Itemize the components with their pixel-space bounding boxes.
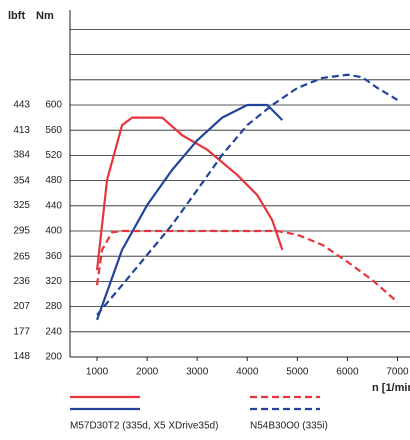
legend-label: M57D30T2 (335d, X5 XDrive35d) (70, 421, 218, 432)
x-tick-label: 3000 (186, 367, 209, 378)
y-tick-label: 560 (45, 125, 62, 136)
x-tick-label: 7000 (386, 367, 409, 378)
y-tick-label: 520 (45, 150, 62, 161)
curve (95, 229, 399, 304)
y2-tick-label: 177 (13, 326, 30, 337)
y2-tick-label: 384 (13, 150, 30, 161)
y2-tick-label: 354 (13, 175, 30, 186)
y2-tick-label: 236 (13, 276, 30, 287)
x-axis-title: n [1/min] (372, 382, 410, 394)
y-tick-label: 200 (45, 352, 62, 363)
y2-axis-title: lbft (8, 10, 25, 22)
x-tick-label: 6000 (336, 367, 359, 378)
curve (96, 103, 284, 321)
y2-tick-label: 295 (13, 226, 30, 237)
curve (96, 73, 399, 316)
y2-tick-label: 148 (13, 351, 30, 362)
y-tick-label: 600 (45, 100, 62, 111)
x-tick-label: 1000 (86, 367, 109, 378)
y2-tick-label: 443 (13, 99, 30, 110)
y-tick-label: 360 (45, 251, 62, 262)
y2-tick-label: 413 (13, 125, 30, 136)
y-tick-label: 480 (45, 175, 62, 186)
legend-label: N54B30O0 (335i) (250, 421, 328, 432)
y-tick-label: 440 (45, 200, 62, 211)
x-tick-label: 2000 (136, 367, 159, 378)
y-axis-title: Nm (36, 10, 54, 22)
x-tick-label: 4000 (236, 367, 259, 378)
y-tick-label: 320 (45, 276, 62, 287)
y-tick-label: 240 (45, 326, 62, 337)
x-tick-label: 5000 (286, 367, 309, 378)
curve (95, 116, 284, 271)
y-tick-label: 400 (45, 226, 62, 237)
y2-tick-label: 265 (13, 251, 30, 262)
y2-tick-label: 207 (13, 301, 30, 312)
y-tick-label: 280 (45, 301, 62, 312)
y2-tick-label: 325 (13, 200, 30, 211)
